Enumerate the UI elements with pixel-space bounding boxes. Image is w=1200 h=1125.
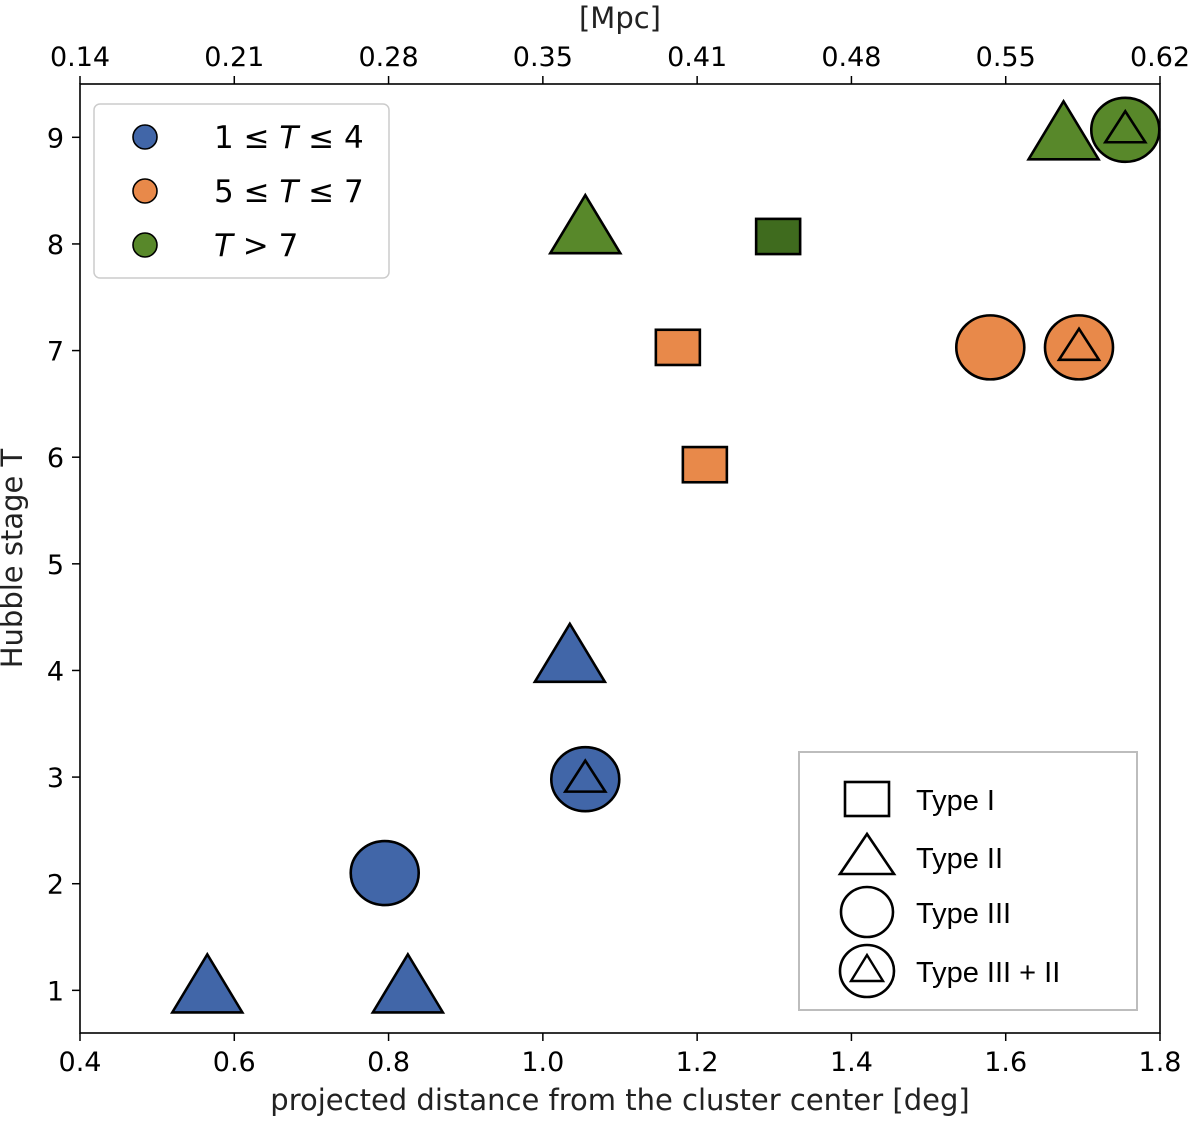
- y-tick-label: 4: [47, 656, 64, 687]
- x-tick-label: 1.6: [984, 1047, 1027, 1078]
- type-legend-box: [798, 751, 1138, 1011]
- top-x-axis-title: [Mpc]: [579, 1, 661, 35]
- x-tick-label: 1.8: [1139, 1047, 1182, 1078]
- data-points: [169, 96, 1161, 1014]
- top-x-tick-label: 0.62: [1130, 42, 1190, 73]
- data-point-triangle: [1026, 98, 1101, 161]
- y-tick-label: 2: [47, 870, 64, 901]
- type-legend-triangle-marker: [837, 831, 897, 876]
- legend-green-marker: [132, 232, 158, 258]
- x-tick-label: 0.4: [59, 1047, 102, 1078]
- type-legend-inner-triangle: [848, 952, 886, 983]
- legend-orange-marker: [132, 178, 158, 204]
- x-tick-label: 0.8: [367, 1047, 410, 1078]
- top-x-tick-label: 0.14: [50, 42, 110, 73]
- data-point-circle-triangle: [1043, 314, 1115, 381]
- legend-green-label: T > 7: [214, 228, 298, 264]
- top-x-tick-label: 0.35: [513, 42, 573, 73]
- y-tick-label: 7: [47, 337, 64, 368]
- y-tick-label: 3: [47, 763, 64, 794]
- data-point-circle: [954, 314, 1026, 381]
- axis-ticks: 0.4 0.6 0.8 1.0 1.2 1.4 1.6 1.8 0.14 0.21 0.28 0.35…: [47, 42, 1190, 1078]
- top-x-tick-label: 0.48: [821, 42, 881, 73]
- x-axis-title: projected distance from the cluster cent…: [270, 1083, 969, 1117]
- type-legend-circle-marker: [839, 885, 895, 939]
- y-tick-label: 5: [47, 550, 64, 581]
- type-legend: Type I Type II Type III Type III + II: [798, 751, 1138, 1011]
- data-point-circle-triangle-inner-triangle: [1102, 108, 1148, 144]
- data-point-square: [681, 445, 729, 484]
- data-point-square: [754, 217, 802, 256]
- top-x-tick-label: 0.28: [359, 42, 419, 73]
- top-x-tick-label: 0.41: [667, 42, 727, 73]
- legend-blue-label: 1 ≤ T ≤ 4: [214, 120, 364, 156]
- x-tick-label: 0.6: [213, 1047, 256, 1078]
- type-legend-square-marker: [843, 780, 891, 818]
- data-point-circle-triangle-inner-triangle: [562, 758, 608, 793]
- data-point-square: [654, 328, 702, 367]
- y-tick-label: 6: [47, 443, 64, 474]
- color-legend-box: [93, 103, 390, 279]
- x-tick-label: 1.0: [521, 1047, 564, 1078]
- data-point-circle-triangle: [1089, 96, 1161, 164]
- data-point-triangle: [547, 192, 623, 255]
- data-point-circle-triangle-inner-triangle: [1056, 326, 1102, 362]
- legend-blue-marker: [132, 124, 158, 150]
- x-tick-label: 1.4: [830, 1047, 873, 1078]
- type-legend-label: Type III + II: [916, 957, 1060, 989]
- color-legend: 1 ≤ T ≤ 4 5 ≤ T ≤ 7 T > 7: [93, 103, 390, 279]
- y-axis-title: Hubble stage T: [0, 448, 29, 668]
- top-x-tick-label: 0.55: [976, 42, 1036, 73]
- y-tick-label: 8: [47, 230, 64, 261]
- type-legend-label: Type III: [916, 898, 1011, 930]
- type-legend-label: Type I: [916, 785, 995, 817]
- top-x-tick-label: 0.21: [204, 42, 264, 73]
- legend-orange-label: 5 ≤ T ≤ 7: [214, 174, 364, 210]
- y-tick-label: 1: [47, 976, 64, 1007]
- data-point-circle-triangle: [549, 745, 621, 813]
- type-legend-label: Type II: [916, 843, 1003, 875]
- type-legend-circle-triangle-marker: [838, 943, 896, 999]
- data-point-circle: [349, 839, 421, 907]
- data-point-triangle: [532, 621, 608, 684]
- plot-frame: [79, 83, 1161, 1034]
- x-tick-label: 1.2: [676, 1047, 719, 1078]
- data-point-triangle: [370, 951, 446, 1014]
- y-tick-label: 9: [47, 123, 64, 154]
- data-point-triangle: [169, 951, 245, 1014]
